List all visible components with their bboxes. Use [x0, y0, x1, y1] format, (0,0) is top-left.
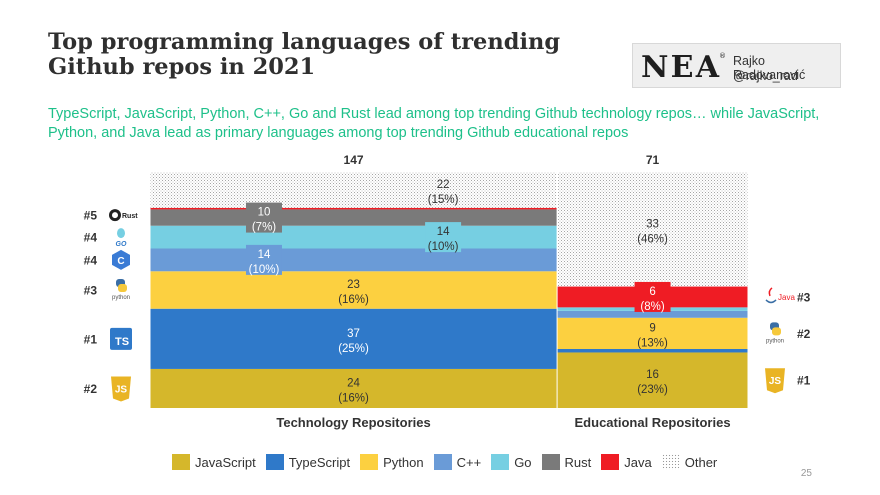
value-label-bg	[245, 202, 282, 233]
rank-label-tech-rust: #5	[84, 209, 98, 223]
author-handle: @rajko_rad	[733, 69, 798, 83]
page-title: Top programming languages of trending Gi…	[48, 29, 561, 80]
percent-label-typescript-technology-repositories: (25%)	[338, 343, 369, 355]
bar-segment-typescript-technology-repositories	[150, 308, 557, 369]
percent-label-other-technology-repositories: (15%)	[428, 194, 459, 206]
marimekko-chart: 147 Technology Repositories 71 Educational …	[84, 153, 811, 430]
column-total-technology-repositories: 147	[344, 153, 364, 167]
percent-label-go-technology-repositories: (10%)	[428, 241, 459, 253]
value-label-bg	[634, 281, 671, 312]
rank-label-edu-java: #3	[797, 290, 811, 304]
bar-segment-other-educational-repositories	[557, 172, 748, 287]
svg-text:C: C	[117, 256, 124, 267]
bar-segment-cpp-educational-repositories	[557, 310, 748, 318]
bar-segment-python-educational-repositories	[557, 317, 748, 349]
svg-text:JS: JS	[115, 384, 128, 395]
author-name: Rajko Radovanović	[733, 54, 806, 82]
svg-text:NEA: NEA	[641, 50, 720, 82]
svg-text:python: python	[766, 338, 784, 344]
legend-item-other: Other	[661, 454, 717, 470]
bar-segment-other-technology-repositories	[150, 172, 557, 208]
rank-label-tech-typescript: #1	[84, 332, 98, 346]
bar-segment-java-technology-repositories	[150, 207, 557, 210]
subtitle: TypeScript, JavaScript, Python, C++, Go …	[48, 106, 820, 141]
legend-item-go: Go	[491, 454, 532, 470]
percent-label-python-educational-repositories: (13%)	[637, 337, 668, 349]
value-label-bg	[245, 244, 282, 275]
rank-label-tech-go: #4	[84, 231, 98, 245]
value-label-typescript-technology-repositories: 37	[347, 328, 360, 340]
rank-label-tech-cpp: #4	[84, 253, 98, 267]
value-label-cpp-technology-repositories: 14	[258, 249, 271, 261]
rank-label-edu-javascript: #1	[797, 374, 811, 388]
value-label-javascript-technology-repositories: 24	[347, 377, 360, 389]
legend-item-java: Java	[601, 454, 652, 470]
svg-text:TS: TS	[115, 336, 129, 348]
python-icon: python	[766, 322, 784, 344]
percent-label-other-educational-repositories: (46%)	[637, 233, 668, 245]
svg-text:Java: Java	[778, 293, 795, 302]
svg-text:Rust: Rust	[122, 213, 138, 220]
bar-segment-cpp-technology-repositories	[150, 248, 557, 272]
percent-label-javascript-technology-repositories: (16%)	[338, 392, 369, 404]
value-label-python-educational-repositories: 9	[649, 322, 655, 334]
value-label-bg	[425, 222, 462, 253]
percent-label-rust-technology-repositories: (7%)	[252, 222, 276, 234]
legend-item-rust: Rust	[541, 454, 591, 470]
java-icon: Java	[765, 287, 795, 304]
category-label-technology-repositories: Technology Repositories	[276, 415, 430, 430]
javascript-icon: JS	[111, 376, 131, 402]
go-icon: GO	[116, 228, 127, 248]
svg-text:GO: GO	[116, 241, 127, 248]
python-icon: python	[112, 279, 130, 301]
percent-label-cpp-technology-repositories: (10%)	[249, 264, 280, 276]
svg-text:python: python	[112, 295, 130, 301]
legend-item-python: Python	[360, 454, 424, 470]
svg-text:JS: JS	[769, 376, 782, 387]
value-label-rust-technology-repositories: 10	[258, 207, 271, 219]
value-label-other-technology-repositories: 22	[437, 179, 450, 191]
bar-segment-python-technology-repositories	[150, 271, 557, 309]
value-label-go-technology-repositories: 14	[437, 226, 450, 238]
cpp-icon: C	[112, 249, 130, 270]
svg-text:®: ®	[719, 52, 725, 60]
nea-logo: NEA ®	[641, 50, 725, 82]
rank-label-tech-python: #3	[84, 284, 98, 298]
legend-item-cpp: C++	[433, 454, 481, 470]
column-total-educational-repositories: 71	[646, 153, 660, 167]
page-number: 25	[800, 468, 812, 479]
typescript-icon: TS	[110, 327, 132, 350]
rank-label-tech-javascript: #2	[84, 382, 98, 396]
value-label-java-educational-repositories: 6	[649, 286, 655, 298]
category-label-educational-repositories: Educational Repositories	[575, 415, 731, 430]
value-label-other-educational-repositories: 33	[646, 218, 659, 230]
value-label-python-technology-repositories: 23	[347, 279, 360, 291]
rust-icon: Rust	[109, 209, 138, 222]
javascript-icon: JS	[765, 368, 785, 394]
bar-segment-rust-technology-repositories	[150, 209, 557, 226]
bar-segment-typescript-educational-repositories	[557, 349, 748, 353]
percent-label-java-educational-repositories: (8%)	[640, 301, 664, 313]
value-label-javascript-educational-repositories: 16	[646, 369, 659, 381]
rank-label-edu-python: #2	[797, 327, 811, 341]
percent-label-javascript-educational-repositories: (23%)	[637, 384, 668, 396]
bar-segment-go-technology-repositories	[150, 225, 557, 249]
legend-item-typescript: TypeScript	[265, 454, 350, 470]
legend-item-javascript: JavaScript	[172, 454, 256, 470]
percent-label-python-technology-repositories: (16%)	[338, 294, 369, 306]
chart-legend: JavaScript TypeScript Python C++ Go Rust…	[172, 453, 727, 471]
bar-segment-javascript-technology-repositories	[150, 368, 557, 408]
author-badge: NEA ® Rajko Radovanović @rajko_rad	[632, 43, 841, 88]
bar-segment-javascript-educational-repositories	[557, 352, 748, 408]
